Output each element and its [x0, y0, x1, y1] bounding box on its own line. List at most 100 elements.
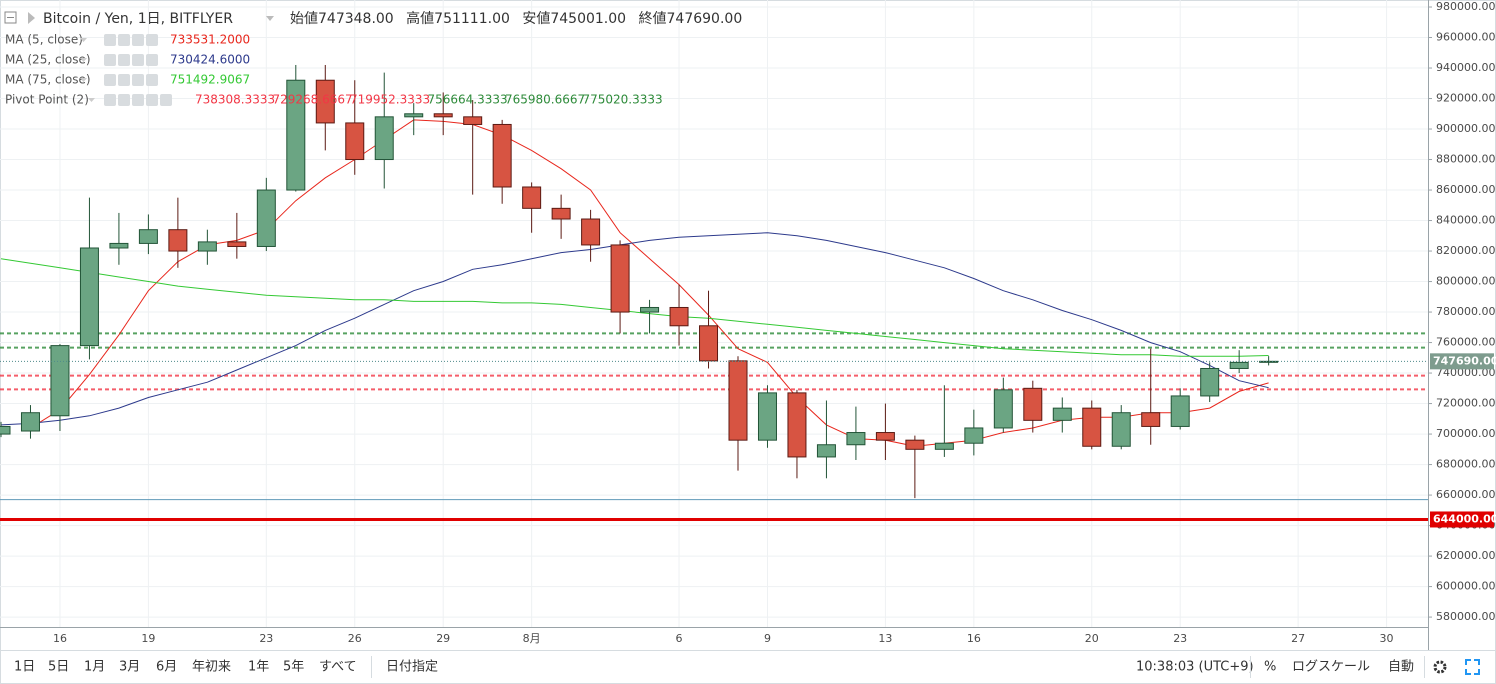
candle-body [315, 79, 335, 124]
indicator-icon [132, 94, 144, 106]
ma-line [0, 232, 1269, 426]
candle-body [463, 116, 483, 125]
indicator-value: 775020.3333 [583, 93, 663, 107]
candle-body [551, 207, 571, 220]
ohlc-name: 始値 [290, 11, 318, 27]
candle-body [875, 432, 895, 441]
candle-body [0, 425, 11, 435]
indicator-value: 751492.9067 [170, 73, 250, 87]
indicator-icon [160, 94, 172, 106]
candle-body [699, 325, 719, 362]
candle-body [905, 439, 925, 450]
range-button[interactable]: 年初来 [192, 660, 231, 675]
x-tick-label: 29 [436, 632, 450, 645]
range-button[interactable]: 5年 [283, 660, 304, 675]
collapse-icon[interactable] [4, 11, 17, 24]
y-tick-label: 620000.00 [1436, 549, 1496, 562]
range-button[interactable]: 6月 [156, 660, 177, 675]
ohlc-name: 終値 [639, 11, 667, 27]
indicator-icon [146, 74, 158, 86]
range-button[interactable]: 1日 [14, 660, 35, 675]
candle-body [610, 244, 630, 313]
fullscreen-icon[interactable] [1465, 659, 1480, 675]
ohlc-name: 高値 [406, 10, 434, 27]
y-tick-label: 800000.00 [1436, 275, 1496, 288]
symbol-title[interactable]: Bitcoin / Yen, 1日, BITFLYER [43, 11, 233, 27]
price-label-box [1430, 511, 1494, 528]
x-tick-label: 20 [1085, 632, 1099, 645]
y-tick-label: 600000.00 [1436, 580, 1496, 593]
y-tick-label: 960000.00 [1436, 31, 1496, 44]
price-label: 644000.00 [1433, 512, 1496, 525]
indicator-value: 730424.6000 [170, 53, 250, 67]
indicator-name: MA (25, close) [5, 53, 91, 67]
candle-body [1200, 367, 1220, 397]
y-tick-label: 880000.00 [1436, 153, 1496, 166]
candle-body [728, 360, 748, 441]
y-tick-label: 660000.00 [1436, 488, 1496, 501]
x-tick-label: 16 [53, 632, 67, 645]
ohlc-value: 751111.00 [434, 11, 510, 27]
last-price-label: 747690.00 [1433, 354, 1496, 367]
range-button[interactable]: 3月 [119, 660, 140, 675]
candle-body [109, 242, 129, 249]
indicator-icon [118, 34, 130, 46]
auto-button[interactable]: 自動 [1388, 660, 1414, 675]
indicator-icon [118, 74, 130, 86]
candle-body [1259, 360, 1279, 363]
x-tick-label: 23 [259, 632, 273, 645]
x-tick-label: 16 [967, 632, 981, 645]
range-button[interactable]: 1月 [84, 660, 105, 675]
percent-button[interactable]: % [1264, 660, 1276, 675]
x-tick-label: 13 [878, 632, 892, 645]
candle-body [964, 427, 984, 444]
dropdown-icon [80, 78, 87, 82]
dropdown-icon[interactable] [266, 16, 274, 21]
candle-body [1170, 395, 1190, 427]
candle-body [816, 444, 836, 458]
candle-body [20, 412, 40, 432]
indicator-icon [132, 74, 144, 86]
x-tick-label: 19 [141, 632, 155, 645]
candle-body [993, 389, 1013, 429]
x-tick-label: 9 [764, 632, 771, 645]
candle-body [757, 392, 777, 441]
indicator-value: 765980.6667 [505, 93, 585, 107]
candle-body [1229, 361, 1249, 369]
candle-body [581, 218, 601, 246]
indicator-icon [132, 34, 144, 46]
y-tick-label: 860000.00 [1436, 183, 1496, 196]
y-tick-label: 920000.00 [1436, 92, 1496, 105]
log-button[interactable]: ログスケール [1292, 660, 1370, 675]
candle-body [934, 442, 954, 450]
x-tick-label: 6 [676, 632, 683, 645]
x-tick-label: 8月 [523, 632, 541, 645]
candle-body [433, 113, 453, 118]
candle-body [846, 432, 866, 446]
plot [0, 0, 1428, 627]
indicator-icon [132, 54, 144, 66]
candle-body [522, 186, 542, 209]
indicator-value: 733531.2000 [170, 33, 250, 47]
range-button[interactable]: 1年 [248, 660, 269, 675]
indicator-icon [118, 54, 130, 66]
dropdown-icon [80, 38, 87, 42]
range-button[interactable]: 5日 [48, 660, 69, 675]
dropdown-icon [88, 98, 95, 102]
candle-body [1082, 407, 1102, 447]
y-tick-label: 940000.00 [1436, 61, 1496, 74]
y-tick-label: 700000.00 [1436, 427, 1496, 440]
range-button[interactable]: すべて [319, 660, 357, 675]
date-button[interactable]: 日付指定 [386, 660, 438, 675]
candle-body [374, 116, 394, 161]
y-tick-label: 760000.00 [1436, 336, 1496, 349]
indicator-value: 729268.6667 [273, 93, 353, 107]
indicator-icon [146, 54, 158, 66]
indicator-icon [104, 34, 116, 46]
settings-icon[interactable] [1433, 660, 1447, 674]
candle-body [1111, 412, 1131, 447]
candle-body [256, 189, 276, 247]
indicator-icon [146, 34, 158, 46]
candle-body [640, 306, 660, 313]
indicator-name: MA (75, close) [5, 73, 91, 87]
